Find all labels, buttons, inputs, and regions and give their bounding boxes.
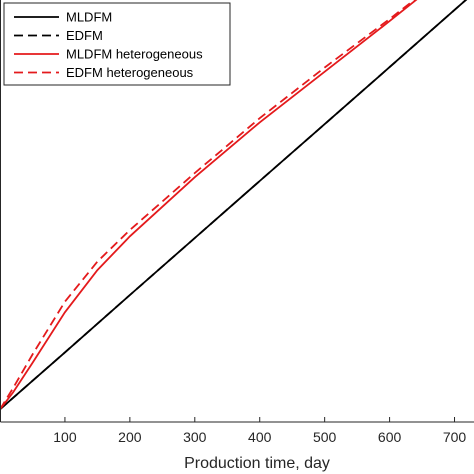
x-axis-ticks: 100 200 300 400 500 600 700 bbox=[53, 417, 466, 445]
x-tick-label-300: 300 bbox=[183, 429, 207, 445]
legend: MLDFM EDFM MLDFM heterogeneous EDFM heterog… bbox=[3, 2, 231, 86]
series-line-edfm-heterogeneous bbox=[0, 0, 416, 410]
legend-label-edfm: EDFM bbox=[66, 28, 103, 43]
x-axis-label: Production time, day bbox=[184, 455, 330, 472]
x-tick-label-700: 700 bbox=[443, 429, 467, 445]
x-tick-label-200: 200 bbox=[118, 429, 142, 445]
legend-label-mldfm: MLDFM bbox=[66, 10, 112, 25]
x-tick-label-500: 500 bbox=[313, 429, 337, 445]
series-lines bbox=[0, 0, 468, 410]
legend-label-edfm-heterogeneous: EDFM heterogeneous bbox=[66, 65, 194, 80]
series-line-mldfm-heterogeneous bbox=[0, 0, 418, 410]
x-tick-label-100: 100 bbox=[53, 429, 77, 445]
series-line-edfm bbox=[0, 0, 468, 410]
legend-label-mldfm-heterogeneous: MLDFM heterogeneous bbox=[66, 47, 203, 62]
plot-frame bbox=[0, 0, 474, 423]
x-tick-label-600: 600 bbox=[378, 429, 402, 445]
x-tick-label-400: 400 bbox=[248, 429, 272, 445]
